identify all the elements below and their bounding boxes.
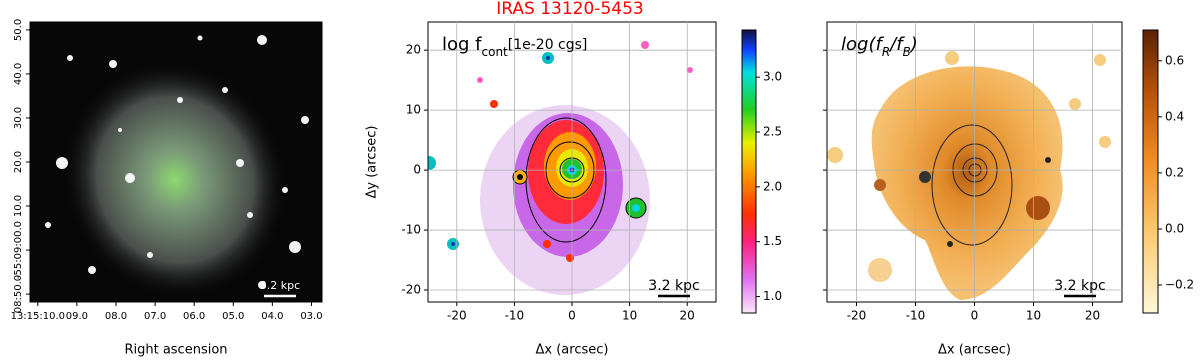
x-tick-label: 08.0 [105,311,127,322]
x-tick-label: 20 [1085,309,1100,323]
annotation-part: [1e-20 cgs] [508,37,588,53]
x-tick-label: -10 [505,309,525,323]
chart-title: IRAS 13120-5453 [496,0,643,19]
x-axis-label: Δx (arcsec) [536,343,609,358]
x-tick-label: -10 [906,309,926,323]
x-tick-label: 20 [680,309,695,323]
y-axis-label: Δy (arcsec) [365,126,380,199]
y-tick-label: 08:50.0 [13,275,24,313]
y-tick-label: -55:09:00.0 [13,221,24,279]
colorbar [741,29,757,314]
x-tick-label: -20 [847,309,867,323]
colorbar-tick-label: 0.0 [1165,221,1184,235]
annotation-part: log(f [841,34,884,55]
x-tick-label: 09.0 [66,311,88,322]
colorbar-tick-label: 3.0 [763,70,782,84]
y-tick-label: -10 [401,223,421,237]
annotation-part: cont [482,45,509,59]
y-tick-label: -20 [401,283,421,297]
x-tick-label: 05.0 [222,311,244,322]
continuum-map [428,22,716,302]
galaxy [63,61,287,299]
x-tick-label: 04.0 [261,311,283,322]
y-tick-label: 30.0 [13,107,24,129]
colorbar-tick-label: 1.5 [763,234,782,248]
x-tick-label: 0 [971,309,979,323]
colorbar-tick-label: 0.6 [1165,53,1184,67]
colorbar-tick-label: −0.2 [1165,277,1194,291]
colorbar-tick-label: 1.0 [763,289,782,303]
annotation-part: /f [888,34,905,55]
y-tick-label: 50.0 [13,19,24,41]
y-tick-label: 10.0 [13,195,24,217]
colorbar-tick-label: 0.4 [1165,109,1184,123]
scale-bar-label: 3.2 kpc [648,278,699,294]
x-tick-label: 10 [1026,309,1041,323]
y-tick-label: 10 [406,103,421,117]
annotation-part: R [882,45,890,59]
x-tick-label: 13:15:10.0 [11,311,65,322]
annotation-part: ) [909,34,918,55]
y-tick-label: 20 [406,43,421,57]
y-tick-label: 40.0 [13,63,24,85]
rgb-image [30,22,322,302]
colorbar [1142,29,1159,314]
colorbar-tick-label: 0.2 [1165,165,1184,179]
y-tick-label: 20.0 [13,151,24,173]
colorbar-tick-label: 2.0 [763,179,782,193]
annotation-part: B [903,45,911,59]
x-tick-label: -20 [447,309,467,323]
scale-bar-label: 3.2 kpc [1054,278,1105,294]
stars [45,35,309,289]
y-tick-label: 0 [413,163,421,177]
scale-bar-label: 3.2 kpc [260,279,300,292]
galaxy-color [871,66,1063,300]
annotation-part: log f [442,34,482,55]
annotation: log fcont[1e-20 cgs] [442,34,587,59]
annotation: log(fR/fB) [841,34,918,59]
x-tick-label: 07.0 [144,311,166,322]
x-tick-label: 03.0 [300,311,322,322]
point-sources [827,51,1111,282]
x-axis-label: Δx (arcsec) [938,343,1011,358]
x-tick-label: 06.0 [183,311,205,322]
x-axis-label: Right ascension [124,343,227,358]
x-tick-label: 0 [568,309,576,323]
colorbar-tick-label: 2.5 [763,125,782,139]
x-tick-label: 10 [622,309,637,323]
